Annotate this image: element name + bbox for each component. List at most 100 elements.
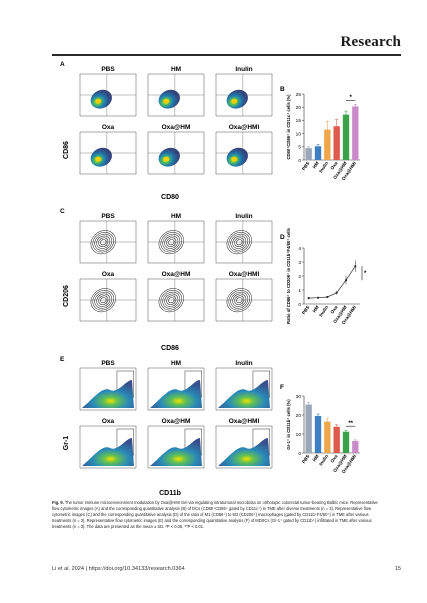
panel-letter-E: E <box>60 356 65 363</box>
y-tick-label: 3 <box>298 260 301 266</box>
panel-e-y-axis-label: Gr-1 <box>63 436 70 451</box>
flow-density <box>158 89 180 109</box>
flow-contour <box>234 237 245 247</box>
x-tick-label: HM <box>312 454 320 463</box>
flow-contour <box>168 297 175 304</box>
y-tick-label: 0 <box>298 451 301 457</box>
flow-group-label: Oxa <box>102 124 115 131</box>
flow-density <box>218 380 270 408</box>
x-tick-label: PBS <box>301 305 311 316</box>
header-rule <box>52 54 401 56</box>
bar <box>305 148 312 160</box>
footer-citation: Li et al. 2024 | https://doi.org/10.3413… <box>52 566 185 572</box>
flow-density <box>90 147 112 167</box>
flow-group-label: HM <box>171 360 181 367</box>
data-point <box>326 295 329 299</box>
flow-contour <box>166 295 177 305</box>
flow-contour <box>160 290 183 311</box>
flow-group-label: Oxa@HMI <box>229 418 260 425</box>
flow-contour <box>164 293 179 307</box>
panel-c-x-axis-label: CD86 <box>161 345 179 352</box>
flow-contour <box>100 297 107 304</box>
y-tick-label: 5 <box>298 145 301 151</box>
flow-contour <box>166 237 177 247</box>
y-tick-label: 25 <box>296 92 302 98</box>
flow-density-core <box>163 156 170 162</box>
flow-contour <box>158 288 184 313</box>
flow-group-label: Inulin <box>235 360 252 367</box>
panel-a-y-axis-label: CD86 <box>63 141 70 159</box>
y-tick-label: 30 <box>296 394 302 400</box>
flow-group-label: Inulin <box>235 66 252 73</box>
y-axis-label: Gr-1⁺ in CD11b⁺ cells (%) <box>286 399 291 450</box>
flow-group-label: Oxa@HM <box>162 124 191 131</box>
panel-letter-A: A <box>60 61 65 68</box>
figure-caption: Fig. 9. The tumor immune microenvironmen… <box>52 500 380 530</box>
flow-contour <box>98 295 109 305</box>
flow-contour <box>94 291 113 309</box>
flow-contour <box>96 293 111 307</box>
flow-density <box>218 438 270 466</box>
data-point <box>335 291 338 294</box>
panel-e-flow-plots: PBS HM Inulin Oxa Oxa@HM Oxa@HMI <box>79 360 273 469</box>
flow-group-label: Inulin <box>235 213 252 220</box>
y-tick-label: 15 <box>296 118 302 124</box>
flow-contour <box>226 230 252 255</box>
bar <box>333 426 340 453</box>
x-tick-label: HM <box>312 161 320 170</box>
flow-contour <box>158 230 184 255</box>
bar <box>342 431 350 453</box>
significance-label: * <box>364 271 367 277</box>
bar <box>342 114 350 160</box>
series-line <box>308 266 356 299</box>
y-axis-label: CD80⁺CD86⁺ in CD11c⁺ cells (%) <box>286 94 291 160</box>
flow-density-core <box>95 98 102 104</box>
flow-contour <box>90 288 116 313</box>
bar <box>314 146 322 160</box>
y-tick-label: 20 <box>296 105 302 111</box>
flow-contour <box>168 239 175 246</box>
panel-e-x-axis-label: CD11b <box>159 490 181 497</box>
y-tick-label: 1 <box>298 288 301 294</box>
flow-density-core <box>231 98 238 104</box>
x-tick-label: HM <box>312 305 320 314</box>
panel-b-bar-chart: 0 5 10 15 20 25 CD80⁺CD86⁺ in CD11c⁺ cells (%)… <box>286 92 360 181</box>
figure-canvas: A B C D E F CD86 CD80 CD206 CD86 Gr-1 CD… <box>60 61 367 497</box>
flow-contour <box>162 291 181 309</box>
flow-contour <box>226 288 252 313</box>
flow-contour <box>164 235 179 249</box>
flow-density <box>82 438 134 466</box>
data-point <box>307 297 310 300</box>
journal-name: Research <box>340 34 401 50</box>
figure-9: A B C D E F CD86 CD80 CD206 CD86 Gr-1 CD… <box>52 58 382 498</box>
significance-label: ** <box>348 421 353 427</box>
x-tick-label: Inulin <box>318 161 329 174</box>
flow-contour <box>162 233 181 251</box>
data-point <box>316 296 320 299</box>
panel-d-line-chart: 0 1 2 3 4 Ratio of CD86⁺ to CD206⁺ in CD11b⁺F… <box>286 227 367 325</box>
flow-group-label: HM <box>171 66 181 73</box>
x-tick-label: Oxa <box>329 304 338 314</box>
flow-contour <box>100 239 107 246</box>
flow-group-label: PBS <box>101 66 115 73</box>
data-point <box>354 265 357 268</box>
y-axis-label: Ratio of CD86⁺ to CD206⁺ in CD11b⁺F4/80⁺… <box>286 227 291 324</box>
x-tick-label: Oxa <box>329 453 338 463</box>
panel-f-bar-chart: 0 10 20 30 Gr-1⁺ in CD11b⁺ cells (%) PBS HMInu… <box>286 394 360 474</box>
flow-contour <box>232 293 247 307</box>
flow-contour <box>228 290 251 311</box>
flow-density <box>150 438 202 466</box>
x-tick-label: PBS <box>301 161 311 172</box>
panel-letter-D: D <box>280 234 285 241</box>
y-tick-label: 4 <box>298 246 301 252</box>
page-footer: Li et al. 2024 | https://doi.org/10.3413… <box>52 566 401 578</box>
flow-density <box>158 147 180 167</box>
bar <box>305 404 312 453</box>
flow-contour <box>98 237 109 247</box>
flow-density <box>226 147 248 167</box>
flow-density <box>150 380 202 408</box>
flow-group-label: Oxa@HM <box>162 418 191 425</box>
flow-density <box>90 89 112 109</box>
bar <box>324 421 331 453</box>
caption-label: Fig. 9. <box>52 500 64 505</box>
